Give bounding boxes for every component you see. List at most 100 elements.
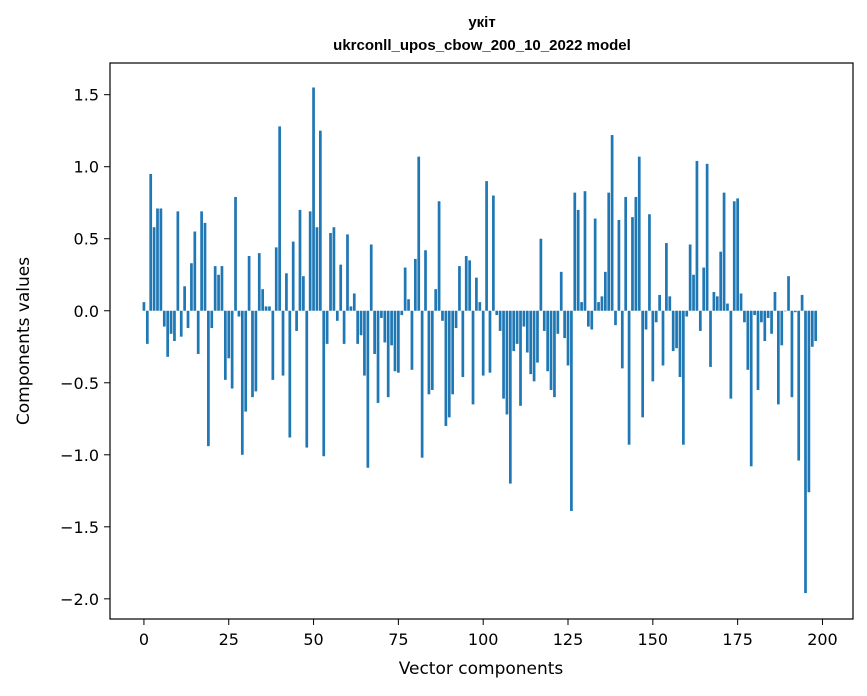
bar (631, 217, 634, 311)
bar (380, 310, 383, 318)
bar (257, 253, 261, 311)
bar (223, 310, 227, 380)
bar (427, 310, 431, 395)
bar (593, 218, 597, 311)
bar (332, 227, 336, 311)
bar (492, 195, 495, 311)
bar (390, 310, 393, 346)
x-axis-label: Vector components (399, 659, 564, 679)
bar (142, 302, 146, 311)
bar (410, 310, 414, 370)
bar (363, 310, 366, 376)
bar (159, 208, 163, 311)
bar (777, 310, 780, 405)
bar (166, 310, 170, 357)
bar (627, 310, 631, 445)
x-tick-label: 175 (722, 630, 753, 649)
bar (800, 294, 804, 311)
bar (797, 310, 801, 461)
bar (634, 196, 638, 311)
bar (302, 276, 305, 311)
bar (814, 310, 818, 341)
bar (397, 310, 400, 373)
bar (373, 310, 376, 354)
bar (152, 227, 156, 311)
bar (190, 263, 193, 311)
bar (756, 310, 760, 390)
bar (522, 310, 526, 327)
x-axis-ticks: 0 25 50 75 100 125 150 175 200 (139, 619, 838, 649)
y-tick-label: 1.0 (74, 158, 99, 177)
bar (556, 310, 560, 334)
bar (542, 310, 546, 331)
bar (207, 310, 210, 447)
bar (651, 310, 655, 382)
x-tick-label: 200 (807, 630, 838, 649)
y-tick-label: −1.0 (60, 446, 99, 465)
bar (563, 310, 566, 339)
bar (607, 192, 611, 311)
bar (536, 310, 539, 363)
bar (274, 247, 278, 311)
bar (461, 310, 465, 378)
y-tick-label: 1.5 (74, 86, 99, 105)
bar (285, 273, 288, 311)
bar (383, 310, 387, 343)
y-tick-label: −0.5 (60, 374, 99, 393)
bar (156, 208, 159, 311)
bar (475, 277, 478, 311)
bar (773, 292, 777, 311)
bar (488, 310, 492, 373)
bar (444, 310, 448, 426)
bar (298, 209, 302, 311)
bar (329, 232, 332, 311)
bar (281, 310, 285, 376)
bar (162, 310, 166, 327)
bar (698, 310, 702, 331)
bar (441, 310, 444, 321)
bar (675, 310, 678, 349)
y-axis-label: Components values (14, 257, 34, 425)
bar (515, 310, 519, 344)
bar (251, 310, 254, 398)
bar (196, 310, 200, 354)
bar (753, 310, 756, 316)
bar (732, 201, 736, 311)
bar (587, 310, 590, 327)
bar (746, 310, 750, 370)
x-tick-label: 0 (139, 630, 149, 649)
bar (793, 310, 797, 313)
bar (318, 130, 322, 311)
bar (692, 274, 695, 311)
bar (268, 306, 271, 311)
bar (790, 310, 794, 398)
bar (688, 244, 692, 311)
bar (665, 243, 668, 311)
bar (183, 286, 186, 311)
bar (614, 310, 617, 326)
bar (376, 310, 380, 403)
bar (417, 156, 421, 311)
bar (169, 310, 173, 334)
bar (559, 271, 563, 311)
bar (766, 310, 770, 318)
bar (644, 310, 648, 330)
bar (471, 310, 475, 405)
bar (573, 192, 577, 311)
bar (478, 302, 482, 311)
bar (671, 310, 675, 352)
bar (715, 296, 719, 311)
bar (295, 310, 298, 331)
bar (729, 310, 733, 399)
x-tick-label: 100 (468, 630, 499, 649)
bar (654, 310, 658, 323)
bar (288, 310, 292, 438)
bar (637, 156, 641, 311)
bar (400, 310, 404, 316)
bar (149, 173, 153, 311)
y-tick-label: 0.0 (74, 302, 99, 321)
bar (454, 310, 458, 329)
bar (339, 264, 343, 311)
bar (349, 306, 353, 311)
